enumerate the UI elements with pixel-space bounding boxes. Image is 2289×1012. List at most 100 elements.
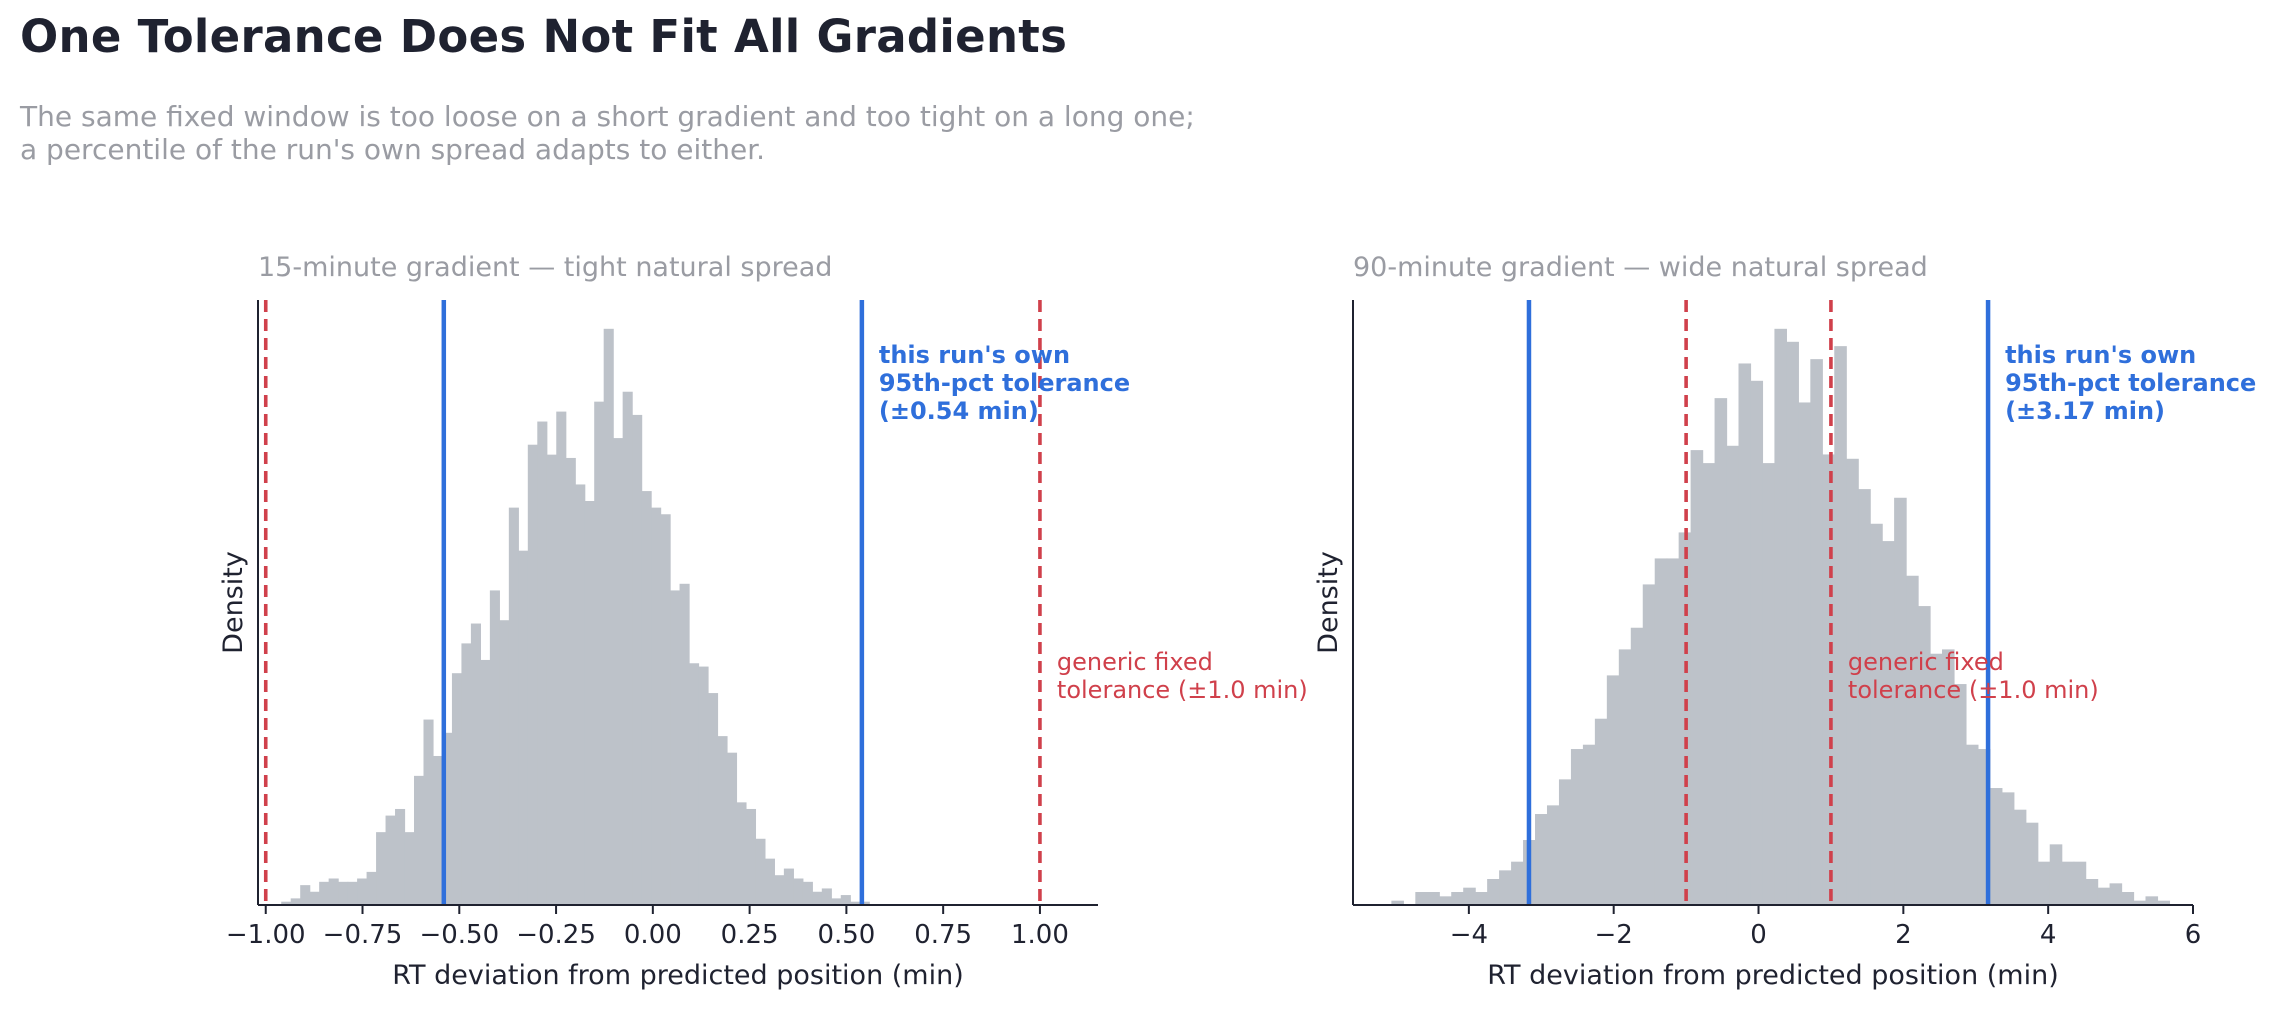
x-tick-label: −0.75 bbox=[323, 920, 403, 950]
histogram-bar bbox=[546, 454, 557, 905]
histogram-bar bbox=[603, 328, 614, 905]
histogram-bar bbox=[404, 832, 415, 905]
x-tick-label: −4 bbox=[1450, 920, 1488, 950]
histogram-bar bbox=[480, 659, 491, 905]
panel-title: 90-minute gradient — wide natural spread bbox=[1353, 252, 1928, 283]
histogram-bar bbox=[755, 838, 766, 905]
histogram-bar bbox=[1762, 463, 1776, 905]
panel-title: 15-minute gradient — tight natural sprea… bbox=[258, 252, 832, 283]
histogram-bar bbox=[1714, 398, 1728, 905]
histogram-bar bbox=[1475, 892, 1488, 905]
histogram-bar bbox=[1463, 887, 1476, 905]
histogram-bar bbox=[1786, 341, 1799, 906]
histogram-bar bbox=[1738, 363, 1752, 905]
histogram-bar bbox=[783, 868, 794, 905]
histogram-bar bbox=[840, 895, 851, 905]
histogram-bar bbox=[2013, 809, 2027, 905]
histogram-bar bbox=[793, 878, 804, 905]
histogram-bar bbox=[1810, 359, 1823, 905]
x-tick-label: 4 bbox=[2040, 920, 2057, 950]
x-axis-label: RT deviation from predicted position (mi… bbox=[392, 960, 964, 991]
histogram-bar bbox=[1798, 402, 1811, 905]
histogram-bar bbox=[764, 858, 775, 905]
histogram-bar bbox=[1750, 380, 1764, 905]
histogram-bar bbox=[1774, 328, 1787, 905]
histogram-bar bbox=[338, 881, 349, 905]
histogram-bar bbox=[385, 815, 396, 905]
histogram-bar bbox=[708, 693, 719, 905]
own-tolerance-label: this run's own bbox=[879, 341, 1070, 369]
histogram-bar bbox=[584, 501, 595, 905]
histogram-bar bbox=[2109, 883, 2123, 905]
histogram-bar bbox=[575, 484, 586, 905]
chart-panel-1: 15-minute gradient — tight natural sprea… bbox=[218, 252, 1308, 991]
histogram-bar bbox=[518, 550, 529, 905]
x-tick-label: 0.25 bbox=[721, 920, 779, 950]
histogram-bar bbox=[2133, 900, 2147, 905]
histogram-bar bbox=[698, 666, 709, 905]
histogram-bar bbox=[366, 871, 377, 905]
histogram-bar bbox=[2157, 900, 2171, 905]
histogram-bar bbox=[432, 755, 444, 905]
histogram-bar bbox=[1618, 649, 1632, 905]
fixed-tolerance-label: generic fixed bbox=[1848, 648, 2004, 676]
histogram-bar bbox=[376, 832, 387, 905]
histogram-bar bbox=[2085, 879, 2099, 905]
histogram-bar bbox=[1870, 523, 1883, 905]
histogram-bar bbox=[2145, 896, 2159, 905]
histogram-bar bbox=[2121, 892, 2135, 905]
histogram-bar bbox=[1546, 805, 1560, 905]
histogram-bar bbox=[461, 643, 472, 905]
histogram-bar bbox=[859, 901, 870, 905]
own-tolerance-label: this run's own bbox=[2005, 341, 2196, 369]
x-tick-label: 0.50 bbox=[817, 920, 875, 950]
own-tolerance-label: (±0.54 min) bbox=[879, 397, 1039, 425]
histogram-bar bbox=[1570, 749, 1584, 905]
x-tick-label: 0.00 bbox=[624, 920, 682, 950]
histogram-bar bbox=[679, 583, 690, 905]
histogram-bar bbox=[831, 898, 842, 905]
histogram-bar bbox=[1558, 779, 1572, 905]
histogram-bar bbox=[1582, 744, 1596, 905]
fixed-tolerance-label: generic fixed bbox=[1057, 648, 1213, 676]
histogram-bar bbox=[347, 881, 358, 905]
histogram-bar bbox=[1415, 892, 1428, 905]
histogram-bar bbox=[1630, 627, 1644, 905]
histogram-bar bbox=[537, 421, 548, 905]
histogram-bar bbox=[632, 414, 643, 905]
chart-panel-2: 90-minute gradient — wide natural spread… bbox=[1313, 252, 2256, 991]
histogram-bar bbox=[1918, 606, 1931, 905]
histogram-bar bbox=[622, 391, 633, 905]
histogram-bar bbox=[290, 898, 301, 905]
x-tick-label: 2 bbox=[1895, 920, 1912, 950]
fixed-tolerance-label: tolerance (±1.0 min) bbox=[1848, 676, 2099, 704]
figure-subtitle: The same fixed window is too loose on a … bbox=[20, 100, 1195, 166]
histogram-bar bbox=[1511, 861, 1524, 905]
histogram-bar bbox=[2073, 861, 2087, 905]
histogram-bar bbox=[660, 514, 671, 905]
histogram-bar bbox=[1846, 458, 1859, 905]
histogram-bar bbox=[689, 663, 700, 905]
histogram-bar bbox=[565, 457, 576, 905]
histogram-bar bbox=[489, 590, 500, 905]
histogram-bar bbox=[1941, 649, 1955, 905]
histogram-bar bbox=[745, 808, 757, 905]
histogram-bar bbox=[423, 719, 434, 905]
histogram-bar bbox=[1834, 346, 1847, 905]
histogram-bar bbox=[850, 901, 861, 905]
y-axis-label: Density bbox=[218, 551, 249, 654]
subtitle-line-1: The same fixed window is too loose on a … bbox=[20, 100, 1195, 133]
histogram-bar bbox=[319, 881, 330, 905]
histogram-bar bbox=[1726, 445, 1740, 905]
histogram-bar bbox=[281, 901, 292, 905]
histogram-bar bbox=[812, 891, 823, 905]
own-tolerance-label: 95th-pct tolerance bbox=[2005, 369, 2256, 397]
x-tick-label: 1.00 bbox=[1011, 920, 1069, 950]
histogram-bar bbox=[1666, 558, 1680, 905]
histogram-bar bbox=[1487, 879, 1500, 905]
histogram-bar bbox=[2061, 861, 2075, 905]
histogram-bar bbox=[1391, 900, 1404, 905]
histogram-bar bbox=[395, 808, 406, 905]
histogram-bar bbox=[1858, 489, 1871, 905]
histogram-bar bbox=[736, 802, 747, 905]
